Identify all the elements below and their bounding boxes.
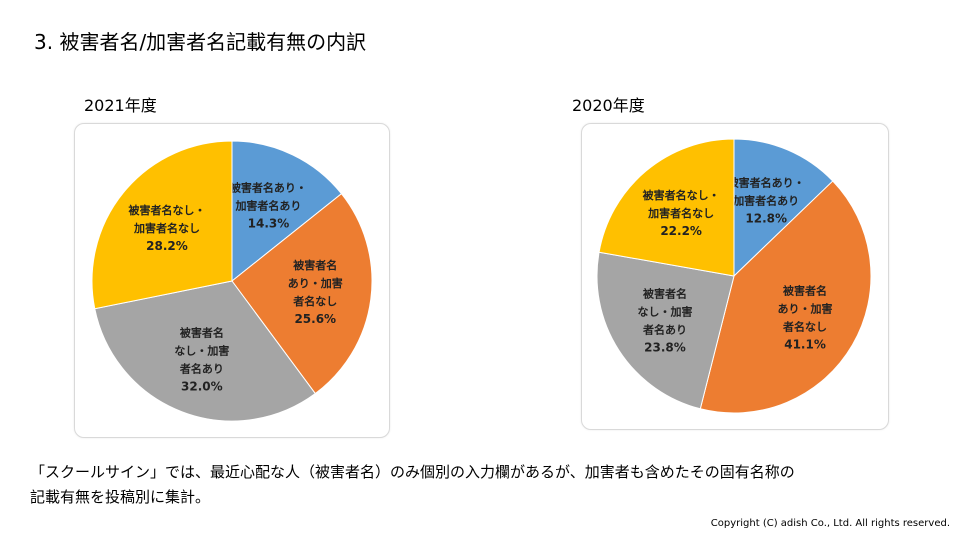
chart-title-2020: 2020年度	[572, 96, 645, 115]
pie-2021-slice-2	[94, 280, 316, 422]
pie-2020-slice-1	[699, 180, 872, 414]
slide-title: 3. 被害者名/加害者名記載有無の内訳	[34, 30, 367, 54]
pie-2021-slice-label-1: 被害者名あり・加害者名なし 25.6%	[288, 258, 343, 326]
pie-chart-2020: 被害者名あり・加害者名あり 12.8% 被害者名あり・加害者名なし 41.1% 被害者名…	[581, 123, 889, 430]
footnote: 「スクールサイン」では、最近心配な人（被害者名）のみ個別の入力欄があるが、加害者…	[30, 460, 795, 510]
pie-chart-2021: 被害者名あり・加害者名あり 14.3% 被害者名あり・加害者名なし 25.6% 被害者名…	[74, 123, 390, 438]
pie-2021-slice-label-3: 被害者名なし・加害者名なし 28.2%	[128, 203, 205, 253]
chart-title-2021: 2021年度	[84, 96, 157, 115]
pie-2020-slice-label-2: 被害者名なし・加害者名あり 23.8%	[637, 287, 692, 355]
pie-svg-2021: 被害者名あり・加害者名あり 14.3% 被害者名あり・加害者名なし 25.6% 被害者名…	[91, 140, 373, 422]
pie-2021-slice-label-0: 被害者名あり・加害者名あり 14.3%	[230, 180, 307, 230]
copyright-text: Copyright (C) adish Co., Ltd. All rights…	[710, 518, 950, 529]
pie-2020-slice-label-0: 被害者名あり・加害者名あり 12.8%	[728, 175, 805, 225]
pie-2020-slice-label-1: 被害者名あり・加害者名なし 41.1%	[778, 283, 833, 351]
pie-2021-slice-label-2: 被害者名なし・加害者名あり 32.0%	[174, 325, 229, 393]
pie-2020-slice-label-3: 被害者名なし・加害者名なし 22.2%	[643, 188, 720, 238]
footnote-line-2: 記載有無を投稿別に集計。	[30, 488, 211, 506]
pie-2020-slice-2	[596, 251, 735, 410]
pie-2021-slice-1	[231, 193, 373, 395]
pie-2020-slice-3	[598, 138, 735, 277]
pie-2021-slice-0	[231, 140, 343, 283]
pie-2020-slice-0	[733, 138, 834, 278]
footnote-line-1: 「スクールサイン」では、最近心配な人（被害者名）のみ個別の入力欄があるが、加害者…	[30, 463, 795, 481]
pie-svg-2020: 被害者名あり・加害者名あり 12.8% 被害者名あり・加害者名なし 41.1% 被害者名…	[596, 138, 872, 414]
pie-2021-slice-3	[91, 140, 233, 310]
